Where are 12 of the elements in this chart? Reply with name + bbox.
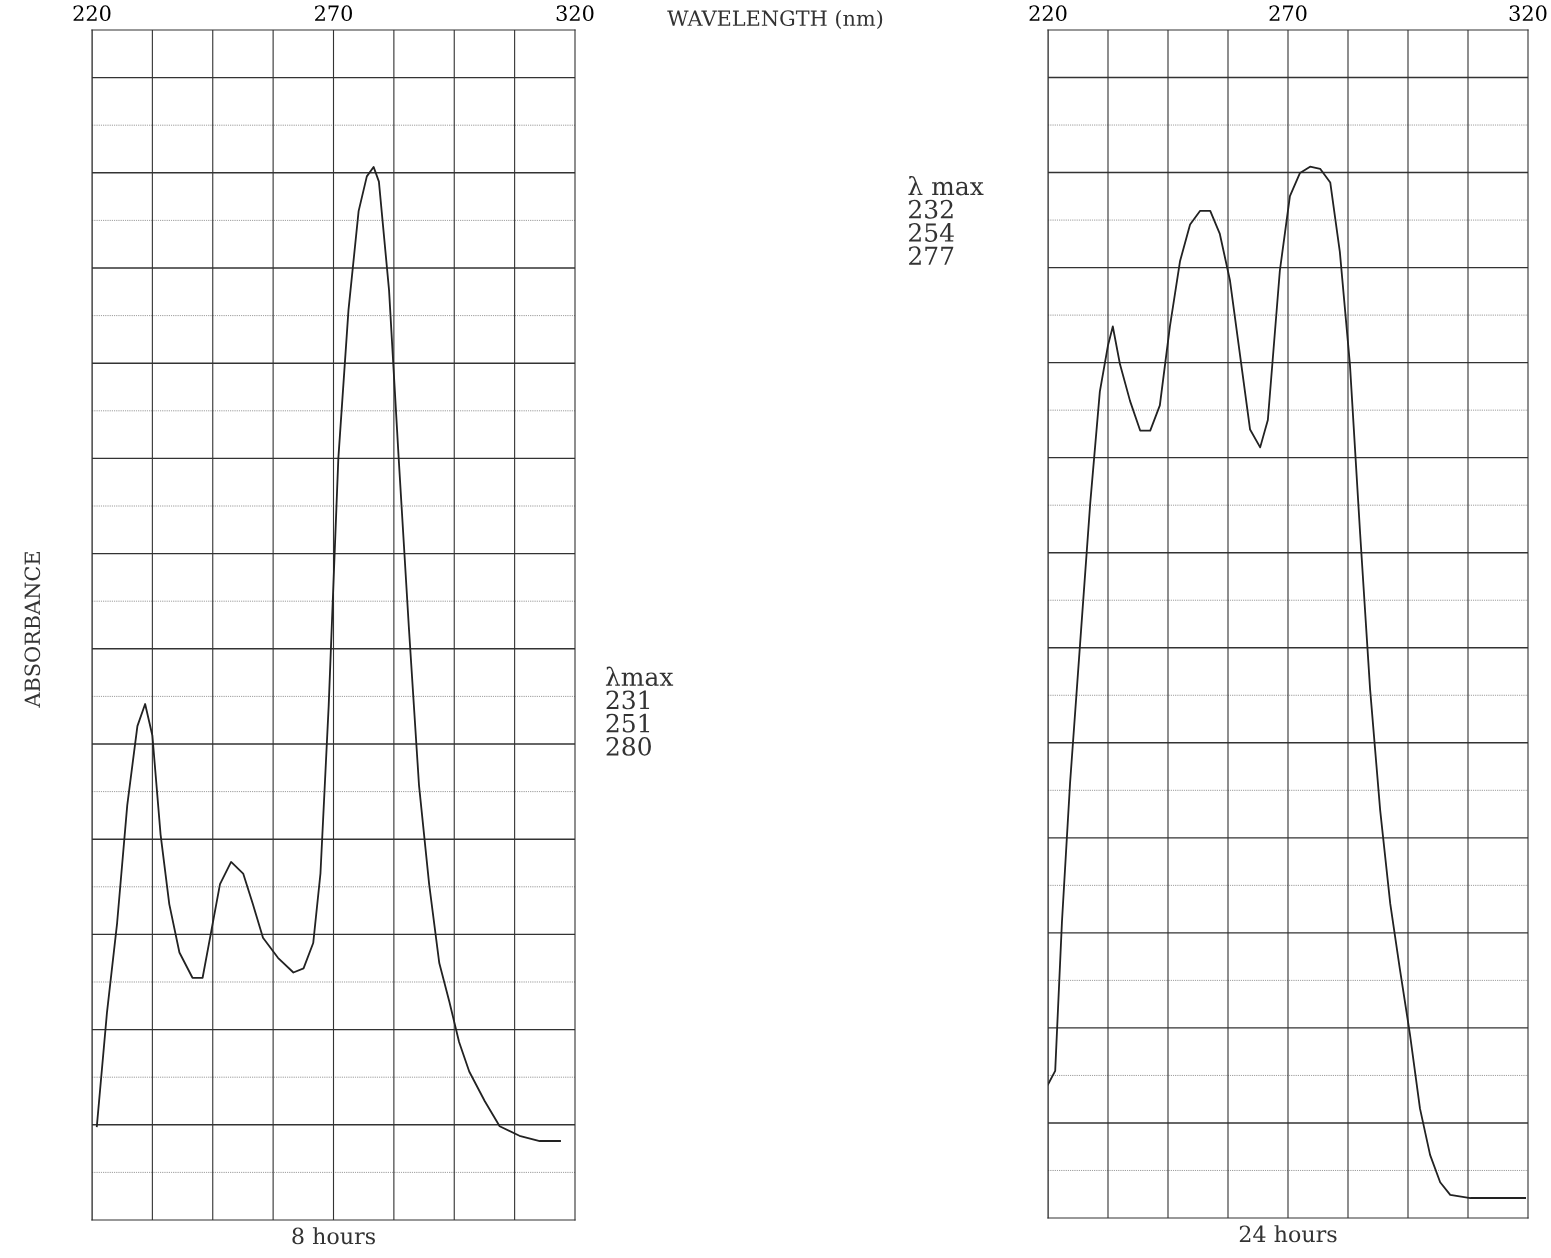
x-tick-label: 320 — [556, 5, 594, 22]
text: λ max 232 254 277 — [908, 175, 984, 265]
x-axis-title: WAVELENGTH (nm) — [667, 9, 883, 29]
x-tick-label: 220 — [1029, 5, 1067, 22]
text: 8 hours — [292, 1227, 375, 1245]
text: λmax 231 251 280 — [605, 666, 674, 756]
text: 24 hours — [1239, 1225, 1337, 1243]
x-tick-label: 270 — [315, 5, 352, 22]
x-tick-label: 320 — [1509, 5, 1547, 22]
x-tick-label: 270 — [1269, 5, 1307, 22]
y-axis-title: ABSORBANCE — [24, 552, 41, 708]
x-tick-label: 220 — [73, 5, 111, 22]
